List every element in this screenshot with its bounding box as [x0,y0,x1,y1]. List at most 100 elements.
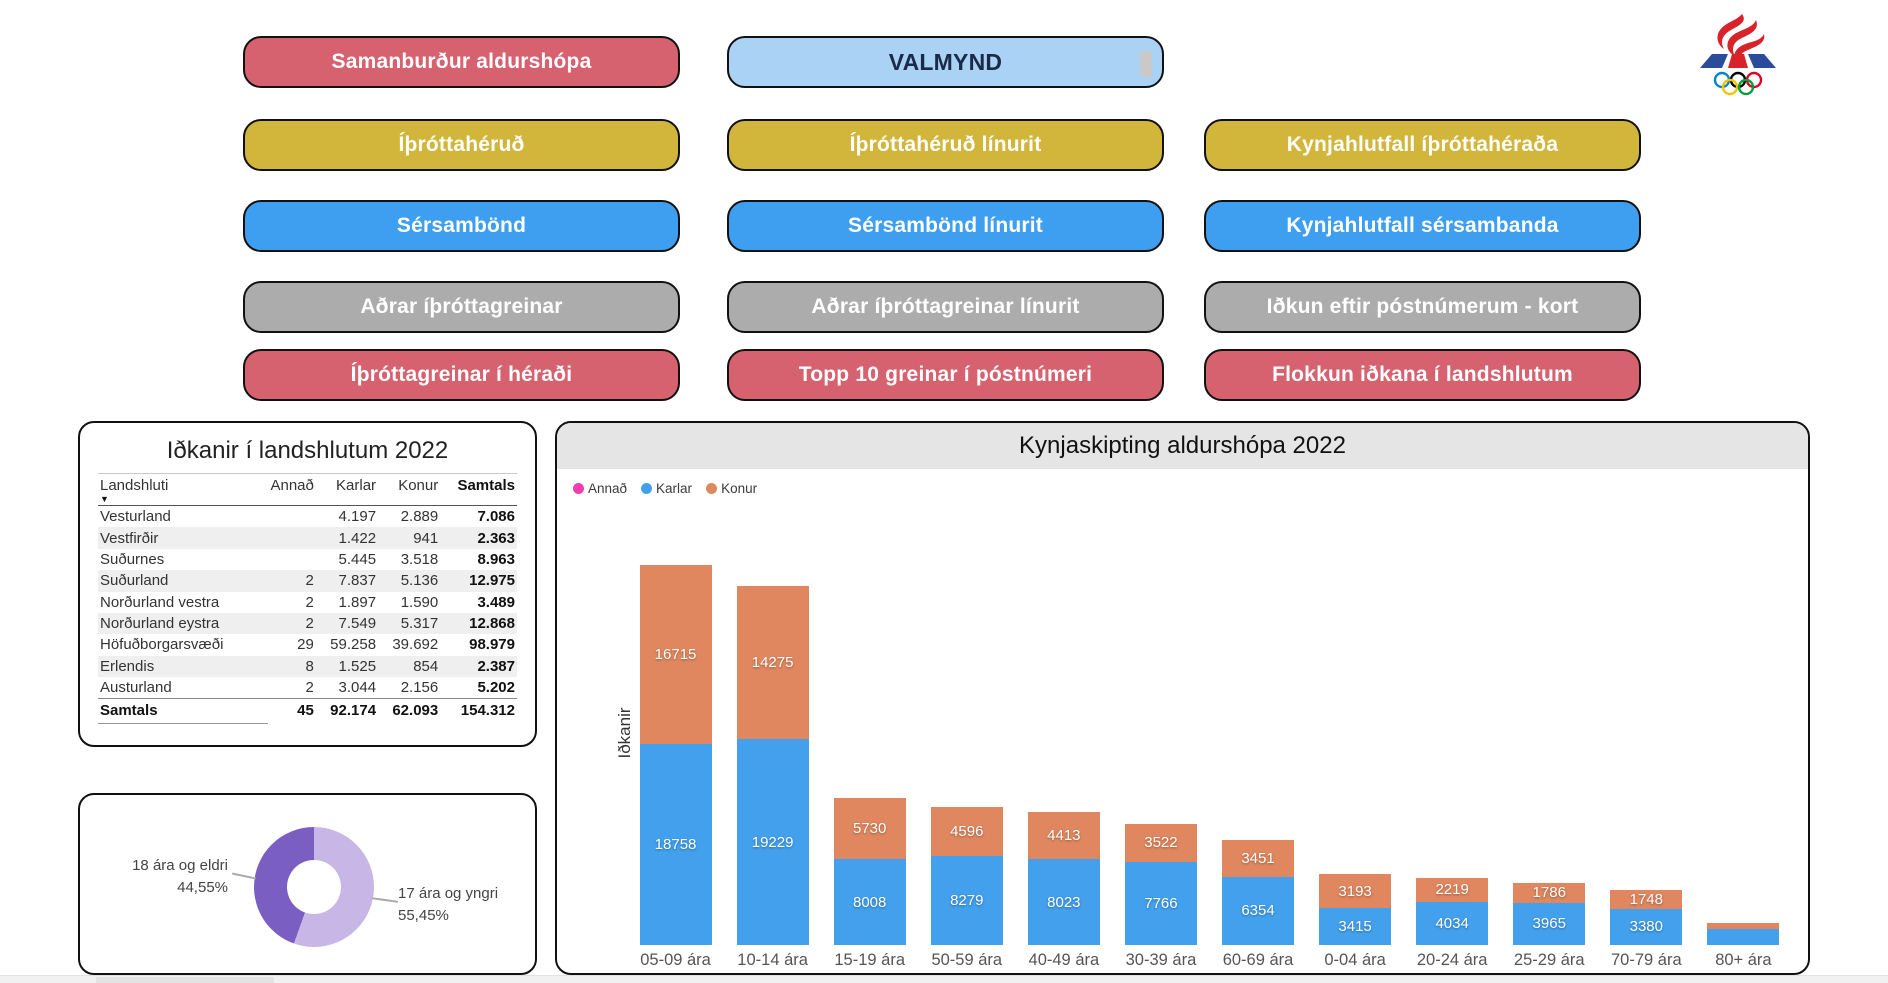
bar-25-29-[interactable]: 1786 3965 [1501,565,1598,945]
segment-konur[interactable]: 14275 [736,586,809,740]
bar-20-24-[interactable]: 2219 4034 [1404,565,1501,945]
segment-karlar[interactable]: 4034 [1416,901,1489,945]
nav-button-a-rar-r-ttagreinar[interactable]: Aðrar íþróttagreinar [243,281,680,333]
segment-konur[interactable]: 4596 [930,807,1003,857]
bar-stack: 16715 18758 [639,565,712,945]
segment-konur[interactable]: 3193 [1319,874,1392,909]
table-cell: 1.897 [338,593,377,611]
nav-button-kynjahlutfall-r-ttah-ra-a[interactable]: Kynjahlutfall íþróttahéraða [1204,119,1641,171]
bar-15-19-[interactable]: 5730 8008 [821,565,918,945]
bar-stack: 3522 7766 [1124,824,1197,945]
scrollbar-thumb[interactable] [96,977,274,983]
table-cell: 7.837 [338,572,377,590]
bar-stack: 1748 3380 [1610,890,1683,945]
table-row[interactable]: Suðurnes 5.445 3.518 8.963 [98,549,517,570]
segment-konur[interactable]: 3522 [1124,824,1197,862]
segment-konur[interactable]: 3451 [1222,839,1294,877]
nav-button-s-rsamb-nd-l-nurit[interactable]: Sérsambönd línurit [727,200,1164,252]
nav-button-i-kun-eftir-p-stn-merum-kort[interactable]: Iðkun eftir póstnúmerum - kort [1204,281,1641,333]
table-row[interactable]: Erlendis 8 1.525 854 2.387 [98,655,517,677]
bar-stack: 1786 3965 [1513,883,1586,945]
nav-button-samanbur-ur-aldursh-pa[interactable]: Samanburður aldurshópa [243,36,680,88]
data-label: 18758 [654,836,697,854]
valmynd-scroll-indicator [1140,51,1152,77]
nav-button-label: Kynjahlutfall íþróttahéraða [1286,133,1559,156]
data-label: 3522 [1144,834,1178,852]
bar-05-09-[interactable]: 16715 18758 [627,565,724,945]
legend-item-annað[interactable]: Annað [573,481,627,496]
data-label: 16715 [654,646,697,664]
nav-button-topp-10-greinar-p-stn-meri[interactable]: Topp 10 greinar í póstnúmeri [727,349,1164,401]
table-cell: 854 [413,657,439,675]
region-table[interactable]: Landshluti ▼ Annað Karlar Konur Samtals … [98,473,517,721]
table-row[interactable]: Norðurland eystra 2 7.549 5.317 12.868 [98,612,517,635]
x-axis-tick-label: 20-24 ára [1416,951,1488,969]
table-row[interactable]: Vesturland 4.197 2.889 7.086 [98,506,517,528]
table-cell: Austurland [100,679,172,697]
data-label: 3415 [1338,918,1372,936]
table-row[interactable]: Höfuðborgarsvæði 29 59.258 39.692 98.979 [98,634,517,655]
nav-button-kynjahlutfall-s-rsambanda[interactable]: Kynjahlutfall sérsambanda [1204,200,1641,252]
table-header-row[interactable]: Landshluti ▼ Annað Karlar Konur Samtals [98,473,517,506]
table-row[interactable]: Austurland 2 3.044 2.156 5.202 [98,677,517,699]
table-cell: 92.174 [315,698,379,721]
legend-item-karlar[interactable]: Karlar [641,481,692,496]
segment-karlar[interactable]: 18758 [639,744,712,945]
segment-konur[interactable] [1707,923,1780,929]
segment-konur[interactable]: 1786 [1513,883,1586,903]
table-row[interactable]: Norðurland vestra 2 1.897 1.590 3.489 [98,592,517,613]
nav-button-label: Íþróttahéruð línurit [849,133,1042,156]
segment-karlar[interactable]: 7766 [1124,861,1197,945]
segment-karlar[interactable] [1707,928,1780,945]
horizontal-scrollbar[interactable] [0,975,1888,983]
table-row[interactable]: Vestfirðir 1.422 941 2.363 [98,527,517,549]
segment-karlar[interactable]: 8279 [930,856,1003,945]
data-label: 8008 [853,893,887,911]
nav-button-label: Topp 10 greinar í póstnúmeri [798,363,1093,386]
nav-button--r-ttah-ru-l-nurit[interactable]: Íþróttahéruð línurit [727,119,1164,171]
segment-karlar[interactable]: 3415 [1319,908,1392,945]
bar-40-49-[interactable]: 4413 8023 [1015,565,1112,945]
bar-stack: 5730 8008 [833,797,906,945]
segment-karlar[interactable]: 3965 [1513,902,1586,945]
segment-karlar[interactable]: 3380 [1610,908,1683,945]
segment-karlar[interactable]: 6354 [1222,876,1294,945]
nav-button-s-rsamb-nd[interactable]: Sérsambönd [243,200,680,252]
legend-item-konur[interactable]: Konur [706,481,757,496]
nav-button-flokkun-i-kana-landshlutum[interactable]: Flokkun iðkana í landshlutum [1204,349,1641,401]
bar-0-04-[interactable]: 3193 3415 [1307,565,1404,945]
flame-icon [1717,14,1765,63]
table-row[interactable]: Suðurland 2 7.837 5.136 12.975 [98,570,517,592]
nav-button-label: Flokkun iðkana í landshlutum [1272,363,1573,386]
segment-konur[interactable]: 1748 [1610,890,1683,909]
bar-60-69-[interactable]: 3451 6354 [1209,565,1306,945]
segment-konur[interactable]: 4413 [1027,811,1100,860]
table-cell: 5.445 [338,550,377,568]
col-header-annad[interactable]: Annað [256,473,316,506]
bar-70-79-[interactable]: 1748 3380 [1598,565,1695,945]
data-label: 3965 [1532,915,1566,933]
col-header-konur[interactable]: Konur [378,473,441,506]
segment-konur[interactable]: 2219 [1416,878,1489,902]
col-header-karlar[interactable]: Karlar [315,473,379,506]
nav-button-a-rar-r-ttagreinar-l-nurit[interactable]: Aðrar íþróttagreinar línurit [727,281,1164,333]
segment-karlar[interactable]: 19229 [736,739,809,945]
col-header-samtals[interactable]: Samtals [440,473,517,506]
bar-30-39-[interactable]: 3522 7766 [1112,565,1209,945]
segment-konur[interactable]: 5730 [833,797,906,860]
nav-button--r-ttagreinar-h-ra-i[interactable]: Íþróttagreinar í héraði [243,349,680,401]
segment-konur[interactable]: 16715 [639,565,712,745]
col-header-landshluti[interactable]: Landshluti ▼ [98,473,257,506]
segment-karlar[interactable]: 8023 [1027,859,1100,945]
bar-stack [1707,923,1780,945]
table-row[interactable]: Samtals 45 92.174 62.093 154.312 [98,698,517,721]
nav-button-valmynd[interactable]: VALMYND [727,36,1164,88]
data-label: 3380 [1629,918,1663,936]
segment-karlar[interactable]: 8008 [833,859,906,945]
nav-button--r-ttah-ru-[interactable]: Íþróttahéruð [243,119,680,171]
bar-chart-legend[interactable]: Annað Karlar Konur [573,481,757,496]
table-cell: 5.202 [477,679,515,697]
bar-80+-[interactable] [1695,565,1792,945]
bar-50-59-[interactable]: 4596 8279 [918,565,1015,945]
bar-10-14-[interactable]: 14275 19229 [724,565,821,945]
